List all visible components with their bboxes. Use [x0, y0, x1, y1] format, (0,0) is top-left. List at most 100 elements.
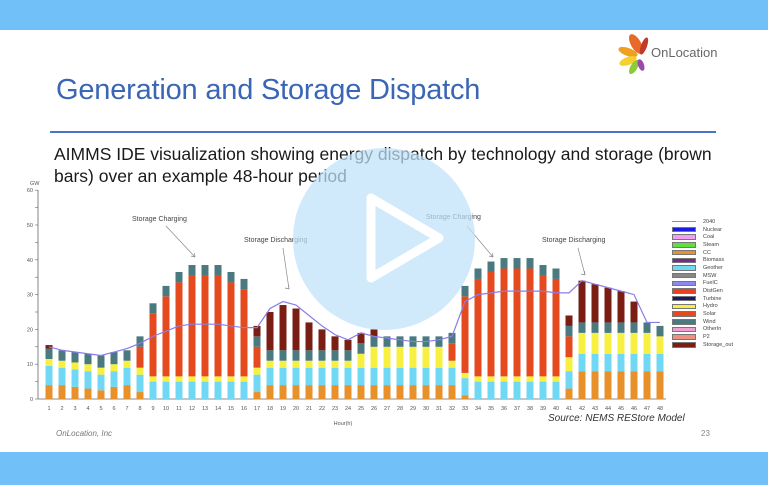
svg-text:3: 3	[73, 406, 76, 412]
legend-item: Wind	[672, 318, 733, 326]
svg-text:46: 46	[631, 406, 637, 412]
svg-text:34: 34	[475, 406, 481, 412]
svg-text:15: 15	[228, 406, 234, 412]
svg-text:32: 32	[449, 406, 455, 412]
legend-item: Hydro	[672, 303, 733, 311]
svg-text:38: 38	[527, 406, 533, 412]
svg-text:29: 29	[410, 406, 416, 412]
svg-text:13: 13	[202, 406, 208, 412]
svg-text:36: 36	[501, 406, 507, 412]
legend-swatch	[672, 303, 696, 310]
svg-text:50: 50	[27, 223, 33, 229]
page-number: 23	[701, 429, 710, 438]
legend-swatch	[672, 326, 696, 333]
svg-text:10: 10	[163, 406, 169, 412]
legend-swatch	[672, 242, 696, 248]
legend-label: FuelC	[703, 280, 718, 287]
legend-item: 2040	[672, 218, 733, 226]
svg-text:14: 14	[215, 406, 221, 412]
svg-text:22: 22	[319, 406, 325, 412]
svg-text:2: 2	[60, 406, 63, 412]
svg-text:48: 48	[657, 406, 663, 412]
svg-text:39: 39	[540, 406, 546, 412]
svg-text:27: 27	[384, 406, 390, 412]
legend-label: MSW	[703, 272, 717, 279]
legend-swatch	[672, 249, 696, 256]
svg-text:8: 8	[138, 406, 141, 412]
svg-text:18: 18	[267, 406, 273, 412]
source-note: Source: NEMS REStore Model	[548, 413, 685, 424]
svg-text:11: 11	[176, 406, 182, 412]
legend-item: Geother	[672, 264, 733, 272]
slide-title: Generation and Storage Dispatch	[56, 74, 481, 106]
svg-text:17: 17	[254, 406, 260, 412]
svg-text:25: 25	[358, 406, 364, 412]
legend-label: DistGen	[703, 288, 723, 295]
legend-label: Nuclear	[703, 226, 722, 233]
legend-swatch	[672, 221, 696, 223]
legend-swatch	[672, 257, 696, 264]
play-icon	[366, 193, 444, 283]
legend-swatch	[672, 334, 696, 340]
legend-item: Turbine	[672, 295, 733, 303]
legend-swatch	[672, 288, 696, 294]
svg-text:31: 31	[436, 406, 442, 412]
onlocation-logo: OnLocation	[614, 34, 724, 75]
legend-item: CC	[672, 249, 733, 257]
svg-text:37: 37	[514, 406, 520, 412]
legend-label: Wind	[703, 318, 716, 325]
play-button[interactable]	[293, 148, 475, 330]
svg-text:23: 23	[332, 406, 338, 412]
legend-label: Coal	[703, 234, 715, 241]
svg-text:9: 9	[151, 406, 154, 412]
legend-swatch	[672, 319, 696, 325]
chart-legend: 2040 Nuclear Coal Steam CC Biomass Geother MSW F…	[672, 218, 733, 349]
legend-swatch	[672, 342, 696, 348]
logo-text: OnLocation	[651, 45, 718, 60]
legend-item: Coal	[672, 233, 733, 241]
legend-item: FuelC	[672, 280, 733, 288]
svg-text:19: 19	[280, 406, 286, 412]
svg-text:6: 6	[112, 406, 115, 412]
legend-item: OtherIn	[672, 326, 733, 334]
legend-label: Steam	[703, 241, 719, 248]
svg-text:28: 28	[397, 406, 403, 412]
legend-label: Hydro	[703, 303, 718, 310]
svg-text:26: 26	[371, 406, 377, 412]
legend-swatch	[672, 272, 696, 279]
svg-text:47: 47	[644, 406, 650, 412]
legend-item: Storage_out	[672, 341, 733, 349]
svg-text:0: 0	[30, 397, 33, 403]
title-divider	[50, 131, 716, 133]
svg-text:Hour(h): Hour(h)	[334, 421, 353, 427]
svg-text:41: 41	[566, 406, 572, 412]
legend-label: Solar	[703, 311, 716, 318]
legend-swatch	[672, 295, 696, 302]
legend-item: Solar	[672, 310, 733, 318]
svg-text:21: 21	[306, 406, 312, 412]
legend-label: Storage_out	[703, 341, 733, 348]
svg-text:30: 30	[423, 406, 429, 412]
svg-text:43: 43	[592, 406, 598, 412]
svg-text:40: 40	[27, 258, 33, 264]
svg-text:Storage Discharging: Storage Discharging	[244, 237, 308, 244]
svg-text:42: 42	[579, 406, 585, 412]
legend-swatch	[672, 311, 696, 317]
legend-swatch	[672, 280, 696, 287]
svg-text:35: 35	[488, 406, 494, 412]
video-top-bar	[0, 0, 768, 30]
legend-item: Biomass	[672, 256, 733, 264]
svg-text:5: 5	[99, 406, 102, 412]
svg-text:GW: GW	[30, 181, 40, 187]
svg-text:33: 33	[462, 406, 468, 412]
svg-text:12: 12	[189, 406, 195, 412]
video-bottom-bar	[0, 452, 768, 485]
svg-text:10: 10	[27, 362, 33, 368]
legend-label: Turbine	[703, 295, 722, 302]
legend-label: CC	[703, 249, 711, 256]
legend-swatch	[672, 226, 696, 233]
svg-text:1: 1	[47, 406, 50, 412]
svg-text:40: 40	[553, 406, 559, 412]
legend-item: P2	[672, 333, 733, 341]
